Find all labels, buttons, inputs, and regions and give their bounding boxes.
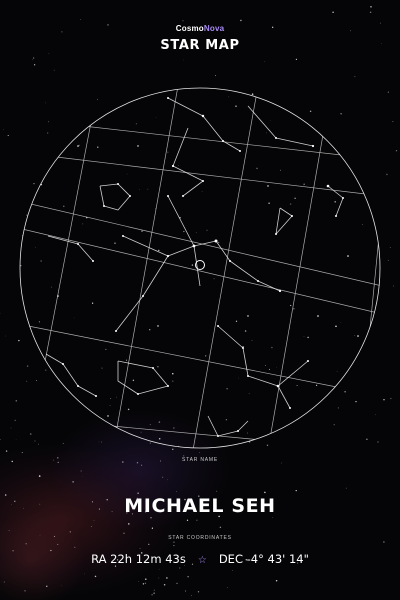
coordinates: RA 22h 12m 43s ☆ DEC -4° 43' 14" xyxy=(0,552,400,566)
brand-logo: CosmoNova xyxy=(0,24,400,33)
sky-map-border xyxy=(19,87,381,449)
dec-value: DEC -4° 43' 14" xyxy=(218,552,309,566)
highlighted-star-marker xyxy=(195,260,205,270)
star-name: MICHAEL SEH xyxy=(124,495,276,517)
map-stars xyxy=(57,97,359,437)
ra-value: RA 22h 12m 43s xyxy=(91,552,186,566)
brand-logo-part1: Cosmo xyxy=(175,24,204,33)
constellation-lines xyxy=(45,97,344,437)
brand-logo-part2: Nova xyxy=(203,24,225,33)
page-title: STAR MAP xyxy=(160,38,240,53)
star-outline-icon: ☆ xyxy=(197,555,207,566)
coordinates-label: STAR COORDINATES xyxy=(168,535,232,541)
star-name-label: STAR NAME xyxy=(182,457,218,463)
sky-map-chart xyxy=(19,87,381,449)
